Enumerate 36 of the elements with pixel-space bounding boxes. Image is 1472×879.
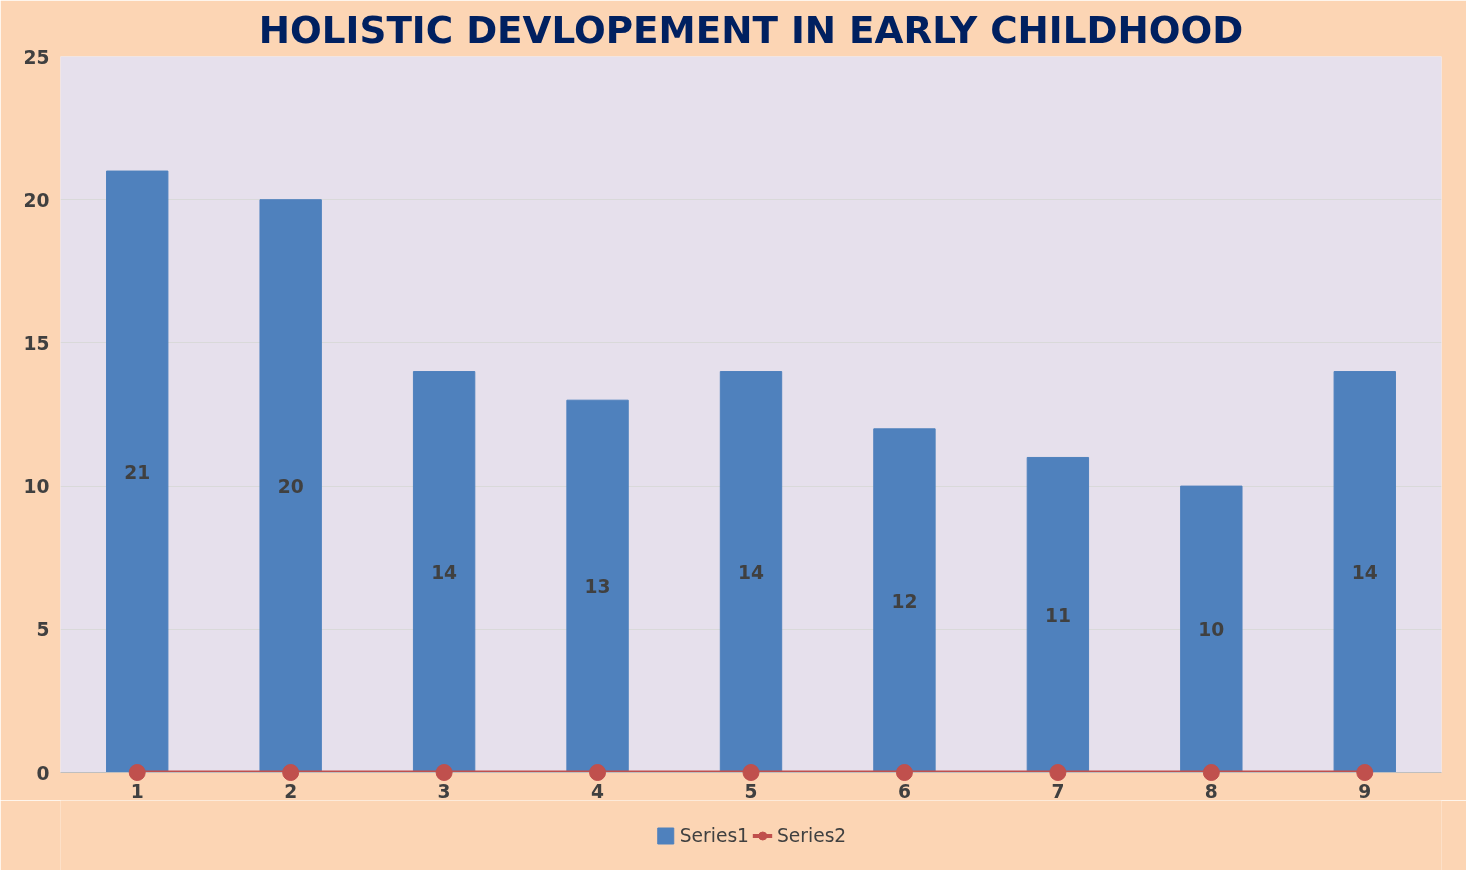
bar <box>1333 371 1396 773</box>
y-tick-label: 20 <box>23 189 50 211</box>
data-label: 14 <box>738 562 764 584</box>
x-tick-label: 5 <box>744 780 758 802</box>
y-tick-label: 5 <box>36 619 50 641</box>
data-label: 11 <box>1044 604 1071 626</box>
x-tick-label: 2 <box>284 780 298 802</box>
x-tick-label: 7 <box>1051 780 1065 802</box>
y-tick-label: 10 <box>23 476 50 498</box>
bar <box>873 428 936 773</box>
chart-title: HOLISTIC DEVLOPEMENT IN EARLY CHILDHOOD <box>258 7 1244 52</box>
data-label: 20 <box>277 476 304 498</box>
bar <box>566 399 629 773</box>
x-tick-label: 6 <box>897 780 911 802</box>
y-tick-label: 0 <box>36 762 50 784</box>
x-tick-label: 9 <box>1358 780 1372 802</box>
bar <box>106 170 169 773</box>
bar <box>1180 485 1243 773</box>
y-tick-label: 25 <box>23 46 50 68</box>
data-label: 21 <box>124 461 151 483</box>
data-label: 10 <box>1198 619 1225 641</box>
bar <box>259 199 322 773</box>
x-tick-label: 1 <box>130 780 144 802</box>
x-tick-label: 8 <box>1204 780 1218 802</box>
data-label: 12 <box>891 590 918 612</box>
y-tick-label: 15 <box>23 332 50 354</box>
data-label: 14 <box>1351 562 1378 584</box>
bar <box>412 371 476 773</box>
x-tick-label: 4 <box>591 780 605 802</box>
data-label: 13 <box>584 576 611 598</box>
bar <box>1026 456 1090 773</box>
data-label: 14 <box>431 562 458 584</box>
x-tick-label: 3 <box>437 780 451 802</box>
legend-label: Series1 <box>679 824 749 846</box>
bar <box>719 371 783 773</box>
legend-label: Series2 <box>777 824 847 846</box>
